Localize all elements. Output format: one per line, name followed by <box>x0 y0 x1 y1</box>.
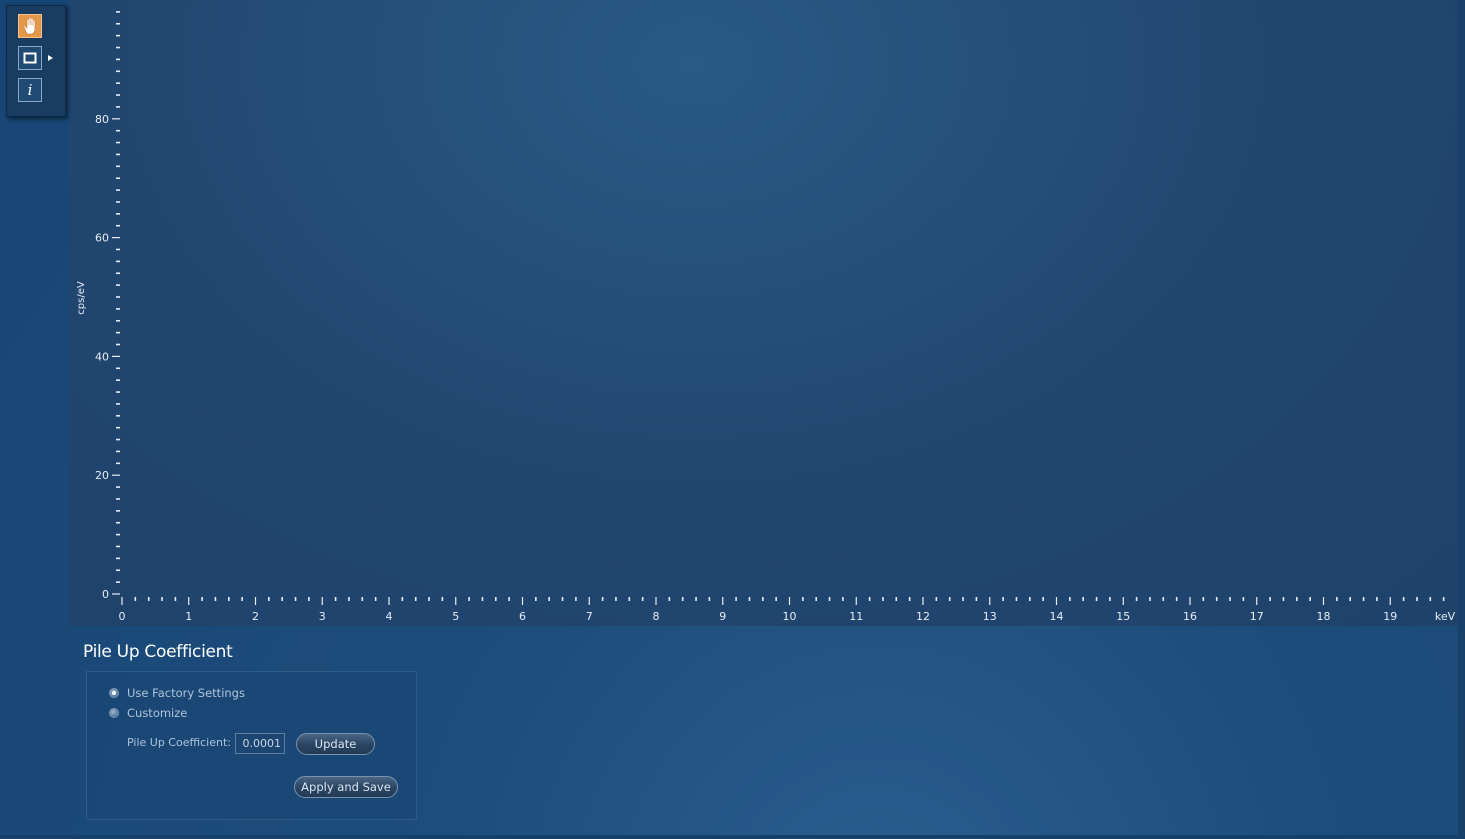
window-bottom-edge <box>0 835 1465 839</box>
x-tick-label: 18 <box>1317 610 1331 623</box>
x-tick-label: 0 <box>119 610 126 623</box>
update-button[interactable]: Update <box>296 733 375 755</box>
x-tick-label: 3 <box>319 610 326 623</box>
tool-dropdown-arrow-icon[interactable] <box>48 55 53 61</box>
x-tick-label: 1 <box>185 610 192 623</box>
x-axis-label: keV <box>1435 610 1456 623</box>
y-tick-label: 40 <box>95 350 109 363</box>
x-tick-label: 4 <box>386 610 393 623</box>
x-tick-label: 10 <box>783 610 797 623</box>
x-tick-label: 13 <box>983 610 997 623</box>
window-right-edge <box>1458 0 1465 839</box>
customize-label: Customize <box>127 706 188 720</box>
coefficient-input[interactable] <box>235 733 285 754</box>
zoom-box-tool-button[interactable] <box>18 46 42 70</box>
spectrum-plot-area[interactable] <box>69 0 1458 626</box>
factory-settings-radio[interactable] <box>109 688 119 698</box>
customize-radio-option[interactable]: Customize <box>109 706 187 720</box>
chart-toolbar: i <box>6 5 66 117</box>
pileup-panel: Use Factory Settings Customize Pile Up C… <box>86 671 417 820</box>
x-tick-label: 8 <box>653 610 660 623</box>
x-tick-label: 2 <box>252 610 259 623</box>
info-tool-button[interactable]: i <box>18 78 42 102</box>
apply-and-save-button[interactable]: Apply and Save <box>294 776 398 798</box>
y-tick-label: 80 <box>95 113 109 126</box>
x-tick-label: 15 <box>1116 610 1130 623</box>
info-icon-glyph: i <box>28 81 33 99</box>
x-tick-label: 12 <box>916 610 930 623</box>
y-tick-label: 20 <box>95 469 109 482</box>
x-tick-label: 17 <box>1250 610 1264 623</box>
x-tick-label: 19 <box>1383 610 1397 623</box>
x-tick-label: 14 <box>1050 610 1064 623</box>
x-tick-label: 7 <box>586 610 593 623</box>
info-icon: i <box>28 81 33 99</box>
x-tick-label: 9 <box>719 610 726 623</box>
x-tick-label: 6 <box>519 610 526 623</box>
x-tick-label: 5 <box>452 610 459 623</box>
factory-settings-label: Use Factory Settings <box>127 686 245 700</box>
x-tick-label: 16 <box>1183 610 1197 623</box>
factory-settings-radio-option[interactable]: Use Factory Settings <box>109 686 245 700</box>
y-tick-label: 0 <box>102 588 109 601</box>
customize-radio[interactable] <box>109 708 119 718</box>
coefficient-label: Pile Up Coefficient: <box>127 736 231 749</box>
x-tick-label: 11 <box>849 610 863 623</box>
square-icon <box>23 52 37 64</box>
y-axis-label: cps/eV <box>76 281 87 315</box>
pan-tool-button[interactable] <box>18 14 42 38</box>
y-tick-label: 60 <box>95 232 109 245</box>
spectrum-chart: 0 1 2 3 4 5 6 7 8 9 10 11 12 13 14 15 16 17 18 19 keV0204060… <box>76 11 1456 623</box>
section-title: Pile Up Coefficient <box>83 642 233 662</box>
hand-icon <box>23 17 36 35</box>
